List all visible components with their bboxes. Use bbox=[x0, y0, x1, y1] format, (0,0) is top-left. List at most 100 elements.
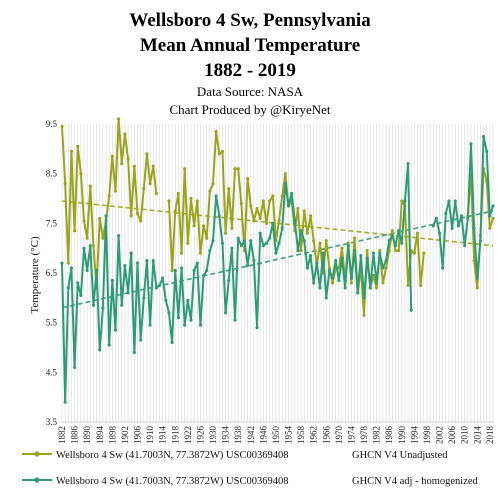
data-point bbox=[280, 194, 284, 198]
data-point bbox=[227, 186, 231, 191]
series-line-segment bbox=[167, 130, 425, 317]
x-tick-label: 1926 bbox=[195, 426, 205, 445]
data-point bbox=[98, 348, 102, 352]
data-point bbox=[195, 199, 199, 203]
data-point bbox=[72, 229, 77, 233]
data-point bbox=[371, 273, 376, 278]
data-point bbox=[475, 276, 479, 280]
x-tick-label: 1974 bbox=[346, 426, 356, 445]
data-point bbox=[201, 273, 206, 278]
trend-lines bbox=[61, 200, 494, 309]
x-tick-label: 1986 bbox=[384, 426, 394, 445]
data-point bbox=[362, 296, 366, 300]
data-point bbox=[431, 224, 435, 228]
data-point bbox=[271, 194, 275, 198]
data-point bbox=[378, 249, 382, 253]
data-point bbox=[98, 216, 102, 220]
data-point bbox=[214, 194, 218, 198]
y-axis-label: Temperature (°C) bbox=[29, 236, 41, 314]
data-point bbox=[481, 134, 486, 139]
data-point bbox=[227, 278, 231, 283]
x-tick-label: 1886 bbox=[70, 426, 80, 445]
data-point bbox=[91, 244, 96, 248]
x-tick-label: 1950 bbox=[271, 426, 281, 445]
legend-swatch-marker bbox=[34, 451, 40, 457]
data-point bbox=[441, 266, 445, 270]
data-point bbox=[258, 231, 262, 235]
x-tick-label: 2014 bbox=[472, 426, 482, 445]
x-tick-label: 1910 bbox=[145, 426, 155, 445]
data-point bbox=[302, 239, 306, 243]
data-point bbox=[261, 244, 265, 248]
data-point bbox=[277, 219, 281, 223]
data-point bbox=[63, 182, 67, 186]
data-point bbox=[107, 343, 111, 347]
data-point bbox=[220, 241, 225, 245]
data-point bbox=[293, 219, 297, 223]
data-point bbox=[374, 281, 379, 285]
data-point bbox=[478, 239, 483, 243]
data-point bbox=[283, 172, 287, 176]
data-point bbox=[72, 365, 77, 369]
x-tick-label: 1990 bbox=[397, 426, 407, 445]
data-point bbox=[66, 261, 70, 265]
data-point bbox=[299, 249, 303, 253]
data-point bbox=[170, 340, 174, 345]
x-tick-label: 1978 bbox=[359, 426, 369, 445]
data-point bbox=[397, 229, 401, 233]
data-point bbox=[66, 286, 70, 290]
x-tick-label: 1922 bbox=[183, 426, 193, 444]
data-point bbox=[268, 199, 272, 203]
data-point bbox=[120, 303, 124, 307]
data-point bbox=[167, 311, 171, 315]
data-point bbox=[239, 244, 243, 248]
data-point bbox=[205, 236, 209, 240]
data-point bbox=[186, 241, 190, 245]
data-point bbox=[365, 256, 369, 260]
data-point bbox=[485, 149, 489, 153]
x-tick-label: 1946 bbox=[258, 426, 268, 445]
data-point bbox=[274, 251, 278, 255]
data-point bbox=[255, 326, 259, 330]
x-tick-label: 1906 bbox=[133, 426, 143, 445]
data-point bbox=[321, 251, 325, 255]
data-point bbox=[214, 129, 218, 134]
data-point bbox=[123, 263, 127, 268]
data-point bbox=[157, 283, 162, 288]
data-point bbox=[69, 266, 74, 270]
data-point bbox=[95, 268, 99, 273]
data-point bbox=[201, 224, 206, 228]
x-tick-label: 2006 bbox=[447, 426, 457, 445]
data-point bbox=[88, 184, 92, 188]
series-2 bbox=[60, 134, 495, 404]
data-point bbox=[261, 199, 265, 203]
data-point bbox=[170, 268, 174, 273]
data-point bbox=[403, 199, 407, 203]
data-point bbox=[198, 323, 203, 327]
data-point bbox=[472, 258, 476, 263]
data-point bbox=[387, 239, 391, 243]
y-tick-label: 9.5 bbox=[46, 119, 58, 129]
data-point bbox=[113, 189, 118, 193]
data-point bbox=[327, 268, 332, 273]
y-axis-ticks: 3.5 4.5 5.5 6.5 7.5 8.5 9.5 bbox=[46, 119, 58, 427]
data-point bbox=[101, 236, 105, 240]
data-point bbox=[211, 239, 215, 243]
x-tick-label: 1966 bbox=[321, 426, 331, 445]
data-point bbox=[208, 189, 212, 193]
data-point bbox=[296, 206, 300, 211]
data-point bbox=[148, 182, 152, 186]
data-point bbox=[113, 328, 118, 332]
data-point bbox=[120, 162, 124, 166]
data-point bbox=[145, 258, 149, 263]
x-tick-label: 1954 bbox=[284, 426, 294, 445]
data-point bbox=[324, 296, 328, 300]
data-point bbox=[123, 132, 127, 136]
x-tick-label: 2010 bbox=[460, 426, 470, 445]
data-point bbox=[384, 258, 388, 263]
data-point bbox=[252, 219, 256, 223]
data-point bbox=[173, 268, 177, 273]
series-1 bbox=[60, 117, 495, 317]
data-point bbox=[82, 246, 86, 250]
data-point bbox=[104, 214, 108, 218]
